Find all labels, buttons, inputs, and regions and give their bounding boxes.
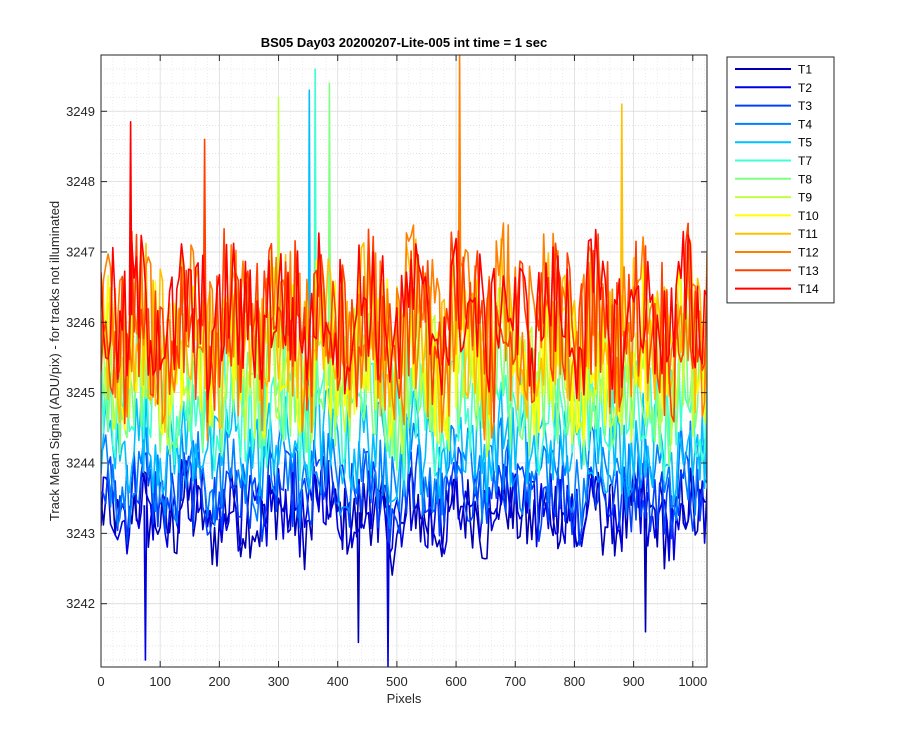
plot-area-frame	[100, 54, 708, 668]
legend-label-t7[interactable]: T7	[798, 154, 812, 168]
legend-label-t9[interactable]: T9	[798, 191, 812, 205]
x-tick-label: 100	[149, 674, 171, 689]
legend-label-t12[interactable]: T12	[798, 246, 819, 260]
x-tick-label: 0	[97, 674, 104, 689]
y-tick-label: 3247	[66, 244, 95, 259]
legend-label-t10[interactable]: T10	[798, 209, 819, 223]
ticks: 0 100 200 300 400 500 600 700 800 900 1000 3242 3243…	[66, 55, 707, 689]
x-tick-label: 300	[268, 674, 290, 689]
y-axis-title: Track Mean Signal (ADU/pix) - for tracks…	[47, 201, 62, 521]
legend-label-t4[interactable]: T4	[798, 117, 812, 131]
y-tick-label: 3248	[66, 174, 95, 189]
series-lines	[101, 55, 707, 667]
legend-label-t2[interactable]: T2	[798, 81, 812, 95]
legend-label-t8[interactable]: T8	[798, 172, 812, 186]
x-tick-label: 800	[564, 674, 586, 689]
y-tick-label: 3242	[66, 596, 95, 611]
legend-label-t13[interactable]: T13	[798, 264, 819, 278]
chart-title: BS05 Day03 20200207-Lite-005 int time = …	[261, 35, 548, 50]
x-tick-label: 600	[445, 674, 467, 689]
legend-label-t14[interactable]: T14	[798, 282, 819, 296]
x-tick-label: 200	[209, 674, 231, 689]
y-tick-label: 3244	[66, 456, 95, 471]
legend-label-t11[interactable]: T11	[798, 227, 818, 241]
y-tick-label: 3249	[66, 104, 95, 119]
legend[interactable]: T1 T2 T3 T4 T5 T7 T8 T9 T10 T11 T12 T13 T14	[726, 56, 835, 304]
x-tick-label: 1000	[678, 674, 707, 689]
y-tick-label: 3246	[66, 315, 95, 330]
legend-label-t3[interactable]: T3	[798, 99, 812, 113]
legend-label-t5[interactable]: T5	[798, 136, 812, 150]
x-tick-label: 500	[386, 674, 408, 689]
legend-box	[726, 56, 835, 304]
series-line-t14	[101, 121, 707, 401]
y-tick-label: 3243	[66, 526, 95, 541]
x-tick-label: 900	[623, 674, 645, 689]
y-tick-label: 3245	[66, 385, 95, 400]
x-tick-label: 400	[327, 674, 349, 689]
legend-label-t1[interactable]: T1	[798, 63, 812, 77]
x-tick-label: 700	[504, 674, 526, 689]
x-axis-title: Pixels	[387, 691, 422, 706]
